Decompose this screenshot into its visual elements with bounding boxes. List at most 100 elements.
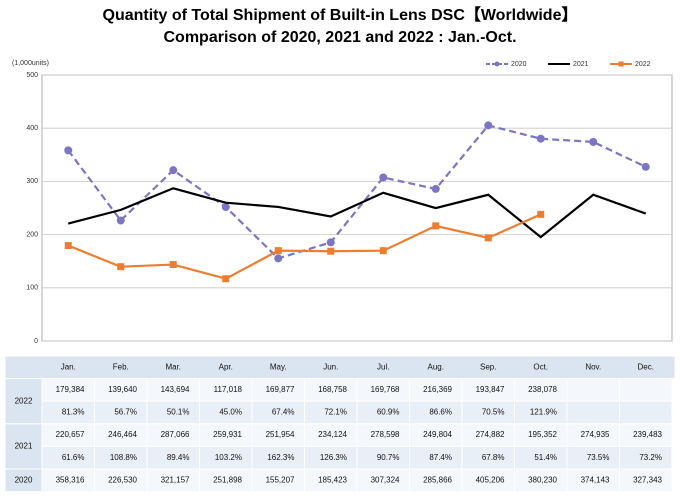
table-cell: 162.3% [267,453,294,462]
legend-label: 2021 [573,61,589,68]
table-header: Nov. [585,362,601,371]
y-axis-label: (1,000units) [12,60,49,67]
table-cell: 249,804 [423,430,452,439]
table-cell: 86.6% [429,408,452,417]
table-cell: 117,018 [214,385,243,394]
table-header: Mar. [165,362,181,371]
table-cell: 61.6% [62,453,85,462]
point [326,238,335,247]
series-line [67,124,647,260]
table-header: Sep. [480,362,496,371]
table-cell: 67.4% [272,408,295,417]
point [116,216,125,225]
chart-subtitle: Comparison of 2020, 2021 and 2022 : Jan.… [163,29,516,46]
table-header: Dec. [638,362,654,371]
y-tick-label: 200 [26,231,38,238]
table-header: Jul. [377,362,389,371]
point [536,134,545,143]
table-year: 2020 [15,475,33,484]
y-tick-label: 0 [34,338,38,345]
table-cell: 238,078 [528,385,557,394]
table-cell-bg [619,378,673,402]
point [64,146,73,155]
table-header: May. [270,362,287,371]
point [379,247,387,255]
chart-title: Quantity of Total Shipment of Built-in L… [103,6,578,24]
point [274,247,282,255]
point [589,137,598,146]
table-cell: 50.1% [167,408,190,417]
table-header: Apr. [219,362,233,371]
table-year: 2021 [15,442,33,451]
table-cell: 70.5% [482,408,505,417]
table-cell: 60.9% [377,408,400,417]
point [379,173,388,182]
table-cell: 179,384 [56,385,85,394]
table-cell: 226,530 [108,475,137,484]
table-year-bg [4,423,43,470]
table-cell: 73.2% [639,453,662,462]
legend-marker [494,61,500,67]
table-cell: 287,066 [161,430,190,439]
table-cell: 90.7% [377,453,400,462]
point [537,210,545,218]
table-cell-bg [566,400,620,425]
table-cell: 67.8% [482,453,505,462]
table-cell: 327,343 [633,475,662,484]
table-cell: 307,324 [371,475,400,484]
table-cell: 73.5% [587,453,610,462]
point [222,275,230,283]
point [169,166,178,175]
table-year: 2022 [15,396,33,405]
table-cell: 126.3% [320,453,347,462]
table-cell: 251,954 [266,430,295,439]
point [484,234,492,242]
table-cell: 56.7% [114,408,137,417]
table-cell: 278,598 [371,430,400,439]
table-header: Aug. [428,362,444,371]
table-cell-bg [566,378,620,402]
series-line [67,187,647,239]
table-cell: 251,898 [213,475,242,484]
table-cell: 81.3% [62,408,85,417]
table-header: Jan. [61,362,76,371]
point [221,202,230,211]
table-cell: 216,369 [423,385,452,394]
table-header-bg [4,355,676,380]
point [274,254,283,263]
table-cell: 169,877 [266,385,295,394]
table-cell: 89.4% [167,453,190,462]
table-cell: 195,352 [528,430,557,439]
point [117,263,125,271]
table-cell: 168,758 [318,385,347,394]
table-cell-bg [619,468,673,493]
point [327,247,335,255]
table-cell: 155,207 [266,475,295,484]
point [432,222,440,230]
table-cell: 274,882 [476,430,505,439]
table-cell: 259,931 [213,430,242,439]
legend-label: 2022 [635,61,651,68]
point [169,261,177,269]
table-header: Oct. [533,362,548,371]
table-cell: 139,640 [108,385,137,394]
table-cell: 72.1% [324,408,347,417]
y-tick-label: 500 [26,72,38,79]
table-cell: 220,657 [56,430,85,439]
table-cell: 193,847 [476,385,505,394]
table-cell: 234,124 [318,430,347,439]
table-cell: 121.9% [530,408,557,417]
y-tick-label: 100 [26,285,38,292]
table-cell: 143,694 [161,385,190,394]
table-cell: 285,866 [423,475,452,484]
table-cell: 358,316 [56,475,85,484]
table-cell: 185,423 [318,475,347,484]
table-cell: 108.8% [110,453,137,462]
table-cell: 239,483 [633,430,662,439]
table-cell: 169,768 [371,385,400,394]
table-cell: 321,157 [161,475,190,484]
table-cell: 246,464 [108,430,137,439]
point [484,121,493,130]
table-cell: 274,935 [581,430,610,439]
point [64,242,72,250]
